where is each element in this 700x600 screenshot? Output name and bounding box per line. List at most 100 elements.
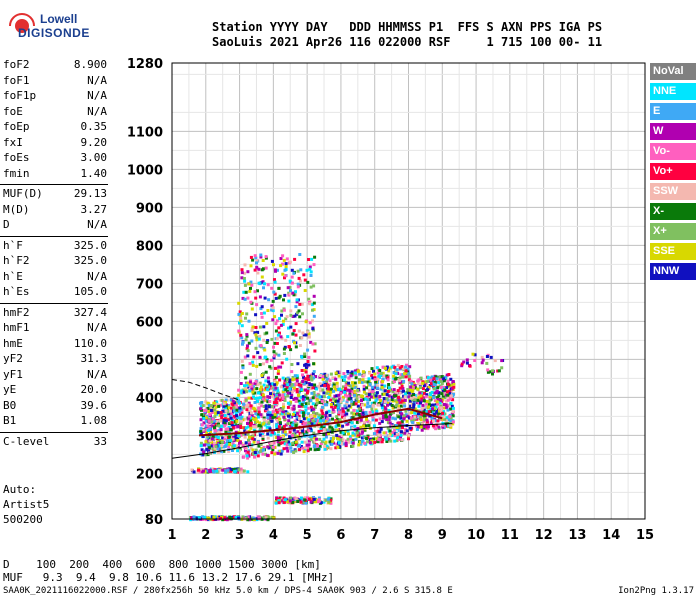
scatter-point bbox=[271, 448, 275, 452]
scatter-point bbox=[373, 372, 377, 376]
scatter-point bbox=[367, 393, 371, 397]
scatter-point bbox=[400, 438, 404, 442]
scatter-point bbox=[293, 433, 297, 437]
scatter-point bbox=[465, 361, 469, 365]
scatter-point bbox=[393, 439, 397, 443]
scatter-point bbox=[292, 404, 296, 408]
scatter-point bbox=[485, 355, 489, 358]
header-columns-line: Station YYYY DAY DDD HHMMSS P1 FFS S AXN… bbox=[212, 20, 603, 34]
scatter-point bbox=[301, 331, 305, 335]
scatter-point bbox=[344, 442, 348, 445]
scatter-point bbox=[386, 421, 390, 425]
scatter-point bbox=[200, 408, 203, 412]
param-row: h`F 325.0 bbox=[0, 239, 112, 255]
scatter-point bbox=[234, 433, 238, 437]
scatter-point bbox=[275, 497, 279, 501]
scatter-point bbox=[244, 405, 248, 409]
scatter-point bbox=[390, 434, 394, 437]
param-value: 325.0 bbox=[73, 254, 107, 267]
scatter-point bbox=[383, 366, 387, 370]
scatter-point bbox=[249, 406, 253, 410]
scatter-point bbox=[213, 441, 217, 445]
scatter-point bbox=[313, 255, 317, 259]
scatter-point bbox=[326, 389, 330, 393]
scatter-point bbox=[287, 440, 291, 444]
scatter-point bbox=[332, 389, 336, 393]
scatter-point bbox=[346, 437, 350, 441]
scatter-point bbox=[276, 451, 280, 455]
scatter-point bbox=[308, 383, 312, 387]
scatter-point bbox=[361, 430, 364, 434]
scatter-point bbox=[251, 360, 255, 364]
scatter-point bbox=[288, 387, 292, 391]
scatter-point bbox=[319, 501, 323, 505]
scatter-point bbox=[272, 345, 275, 349]
scatter-point bbox=[413, 398, 417, 402]
scatter-point bbox=[288, 430, 292, 434]
scatter-point bbox=[293, 257, 297, 261]
param-row: D N/A bbox=[0, 218, 112, 234]
scatter-point bbox=[372, 437, 376, 441]
scatter-point bbox=[312, 284, 316, 288]
scatter-point bbox=[379, 436, 382, 439]
scatter-point bbox=[371, 410, 374, 414]
scatter-point bbox=[242, 455, 246, 459]
scatter-point bbox=[447, 373, 451, 376]
scatter-point bbox=[371, 387, 375, 391]
scatter-point bbox=[248, 435, 251, 439]
scatter-point bbox=[262, 416, 266, 420]
scatter-point bbox=[262, 346, 266, 350]
scatter-point bbox=[325, 403, 329, 407]
scatter-point bbox=[260, 315, 264, 319]
scatter-point bbox=[236, 447, 240, 451]
scatter-point bbox=[342, 385, 345, 389]
scatter-point bbox=[229, 433, 233, 437]
scatter-point bbox=[409, 416, 413, 420]
scatter-point bbox=[260, 268, 264, 272]
scatter-point bbox=[311, 342, 315, 346]
scatter-point bbox=[385, 409, 389, 413]
scatter-point bbox=[322, 433, 326, 437]
scatter-point bbox=[246, 470, 250, 474]
scatter-point bbox=[412, 403, 416, 407]
scatter-point bbox=[258, 387, 262, 391]
scatter-point bbox=[362, 373, 366, 377]
x-tick-label: 12 bbox=[535, 528, 553, 543]
scatter-point bbox=[360, 394, 364, 398]
scatter-point bbox=[254, 448, 258, 452]
scatter-point bbox=[426, 425, 430, 429]
scatter-point bbox=[404, 409, 408, 413]
param-label: D bbox=[3, 218, 10, 231]
scatter-point bbox=[413, 407, 417, 411]
param-value: N/A bbox=[87, 104, 107, 118]
scatter-point bbox=[286, 500, 290, 504]
scatter-point bbox=[339, 430, 343, 434]
scatter-point bbox=[290, 275, 294, 279]
y-tick-label: 400 bbox=[136, 391, 163, 406]
scatter-point bbox=[425, 400, 429, 403]
scatter-point bbox=[365, 417, 368, 421]
scatter-point bbox=[228, 414, 232, 418]
scatter-point bbox=[289, 325, 293, 329]
scatter-point bbox=[384, 437, 388, 441]
scatter-point bbox=[400, 384, 404, 388]
scatter-point bbox=[233, 435, 237, 439]
scatter-point bbox=[298, 417, 301, 420]
scatter-point bbox=[292, 428, 296, 432]
scatter-point bbox=[318, 382, 322, 386]
scatter-point bbox=[281, 390, 285, 394]
scatter-point bbox=[276, 333, 280, 337]
scatter-point bbox=[350, 399, 354, 403]
scatter-point bbox=[263, 296, 267, 300]
scatter-point bbox=[331, 407, 335, 411]
scatter-point bbox=[341, 415, 344, 419]
scatter-point bbox=[322, 381, 326, 385]
scatter-point bbox=[273, 366, 277, 370]
scatter-point bbox=[346, 422, 350, 426]
scatter-point bbox=[419, 394, 423, 398]
scatter-point bbox=[272, 441, 276, 445]
scatter-point bbox=[432, 382, 436, 386]
scatter-point bbox=[361, 397, 365, 401]
scatter-point bbox=[280, 309, 284, 313]
scatter-point bbox=[356, 404, 360, 408]
